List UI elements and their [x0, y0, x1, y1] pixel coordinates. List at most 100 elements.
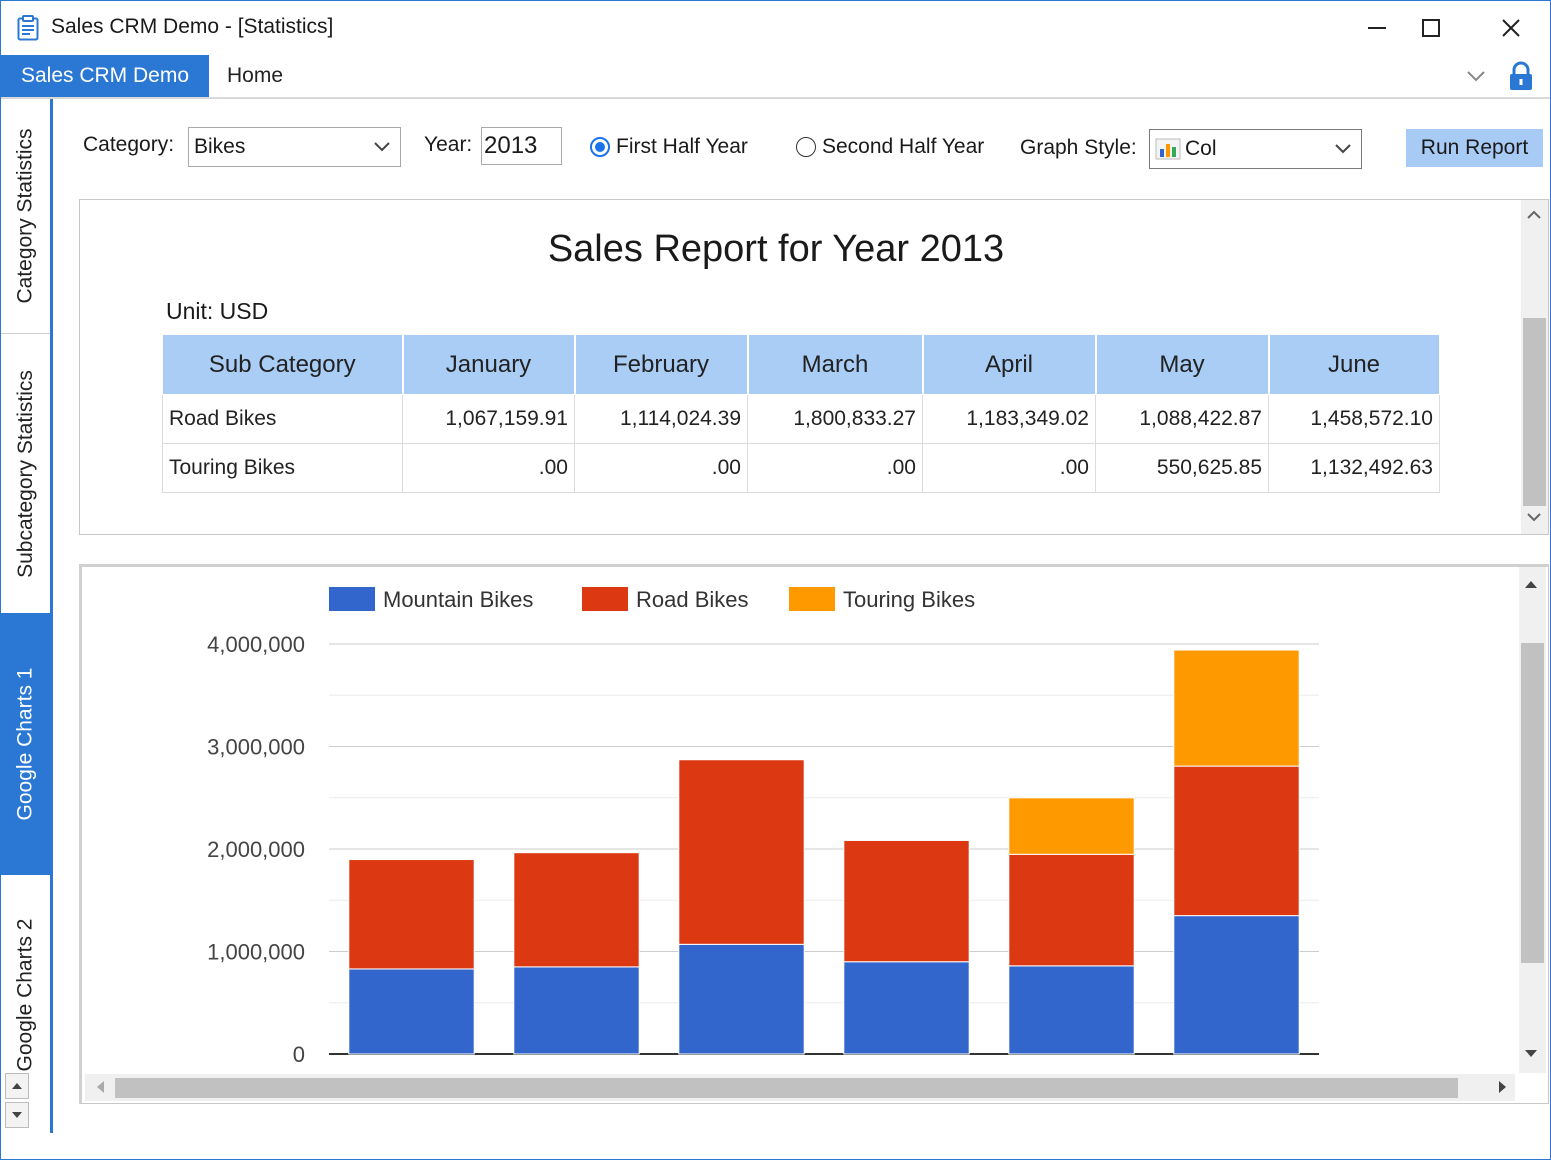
scroll-thumb[interactable]	[115, 1078, 1458, 1098]
table-cell: 550,625.85	[1095, 443, 1269, 493]
app-menu-tab[interactable]: Sales CRM Demo	[1, 55, 209, 97]
column-header: April	[922, 334, 1097, 395]
close-button[interactable]	[1471, 1, 1551, 55]
table-cell: .00	[402, 443, 575, 493]
tab-google-charts-1[interactable]: Google Charts 1	[1, 613, 50, 875]
bar-segment	[1173, 765, 1300, 917]
triangle-up-icon	[12, 1083, 22, 1089]
column-header: Sub Category	[162, 334, 404, 395]
maximize-icon	[1422, 19, 1440, 37]
table-cell: .00	[574, 443, 748, 493]
table-header-row: Sub Category January February March Apri…	[162, 334, 1441, 395]
tab-label: Category Statistics	[13, 128, 37, 304]
table-cell: .00	[922, 443, 1096, 493]
table-cell: 1,088,422.87	[1095, 394, 1269, 444]
tab-subcategory-statistics[interactable]: Subcategory Statistics	[1, 335, 50, 613]
legend-label: Touring Bikes	[843, 587, 975, 612]
second-half-radio[interactable]: Second Half Year	[796, 135, 984, 159]
radio-empty-icon	[796, 137, 816, 157]
bar-segment	[513, 966, 640, 1055]
triangle-right-icon[interactable]	[1498, 1080, 1508, 1094]
scroll-thumb[interactable]	[1521, 643, 1544, 963]
maximize-button[interactable]	[1391, 1, 1471, 55]
lock-icon[interactable]	[1507, 61, 1535, 91]
triangle-left-icon[interactable]	[95, 1080, 105, 1094]
row-label: Road Bikes	[162, 394, 403, 444]
year-label: Year:	[424, 133, 473, 156]
bar-segment	[513, 852, 640, 968]
window-title: Sales CRM Demo - [Statistics]	[51, 15, 334, 38]
unit-label: Unit: USD	[166, 298, 269, 324]
home-tab[interactable]: Home	[227, 64, 284, 87]
column-chart-icon	[1155, 138, 1181, 160]
bar-segment	[1008, 797, 1135, 855]
first-half-label: First Half Year	[616, 135, 748, 158]
graph-style-value: Col	[1185, 137, 1217, 160]
bar-segment	[1173, 649, 1300, 767]
table-cell: 1,132,492.63	[1268, 443, 1440, 493]
menu-bar: Sales CRM Demo Home	[1, 55, 1550, 99]
table-cell: 1,458,572.10	[1268, 394, 1440, 444]
table-row: Road Bikes 1,067,159.91 1,114,024.39 1,8…	[162, 394, 1440, 444]
triangle-down-icon	[12, 1112, 22, 1118]
year-input[interactable]: 2013	[481, 127, 562, 165]
triangle-down-icon[interactable]	[1524, 1049, 1538, 1059]
radio-selected-icon	[590, 137, 610, 157]
table-cell: 1,114,024.39	[574, 394, 748, 444]
run-report-button[interactable]: Run Report	[1406, 129, 1543, 167]
chevron-down-icon[interactable]	[1465, 65, 1487, 87]
table-cell: .00	[747, 443, 923, 493]
sales-table: Sub Category January February March Apri…	[162, 334, 1441, 493]
triangle-up-icon[interactable]	[1524, 579, 1538, 589]
chevron-down-icon[interactable]	[1526, 512, 1542, 522]
side-scroll-up[interactable]	[5, 1073, 29, 1099]
clipboard-icon	[17, 15, 39, 41]
bar-segment	[678, 759, 805, 945]
minimize-icon	[1368, 27, 1386, 29]
chart-panel: 0 1,000,000 2,000,000 3,000,000 4,000,000 Mou…	[79, 564, 1549, 1104]
chevron-up-icon[interactable]	[1526, 210, 1542, 220]
graph-style-select[interactable]: Col	[1149, 129, 1362, 169]
bar-segment	[843, 961, 970, 1055]
tab-category-statistics[interactable]: Category Statistics	[1, 99, 50, 334]
tab-google-charts-2[interactable]: Google Charts 2	[1, 875, 50, 1071]
legend-label: Road Bikes	[636, 587, 749, 612]
column-header: June	[1268, 334, 1441, 395]
category-select[interactable]: Bikes	[188, 127, 401, 167]
scroll-thumb[interactable]	[1523, 318, 1546, 506]
bar-segment	[1173, 915, 1300, 1055]
side-scroll-down[interactable]	[5, 1102, 29, 1128]
minimize-button[interactable]	[1337, 1, 1417, 55]
report-vertical-scrollbar[interactable]	[1521, 200, 1548, 534]
close-icon	[1502, 19, 1520, 37]
category-value: Bikes	[194, 135, 246, 158]
tab-label: Google Charts 2	[13, 918, 37, 1071]
table-row: Touring Bikes .00 .00 .00 .00 550,625.85…	[162, 443, 1440, 493]
bar-segment	[1008, 853, 1135, 967]
legend-swatch	[582, 587, 628, 611]
column-header: March	[747, 334, 924, 395]
report-title: Sales Report for Year 2013	[547, 228, 1005, 270]
bar-segment	[348, 968, 475, 1055]
chart-vertical-scrollbar[interactable]	[1519, 567, 1546, 1073]
column-header: May	[1095, 334, 1270, 395]
y-tick-label: 2,000,000	[207, 837, 305, 862]
y-tick-label: 4,000,000	[207, 632, 305, 657]
chevron-down-icon	[1335, 144, 1351, 154]
legend-swatch	[789, 587, 835, 611]
second-half-label: Second Half Year	[822, 135, 985, 158]
report-panel: Sales Report for Year 2013 Unit: USD Sub…	[79, 199, 1549, 535]
bar-segment	[348, 859, 475, 970]
chevron-down-icon	[374, 142, 390, 152]
bar-segment	[678, 943, 805, 1055]
row-label: Touring Bikes	[162, 443, 403, 493]
legend-label: Mountain Bikes	[383, 587, 533, 612]
y-tick-label: 0	[293, 1042, 305, 1067]
title-bar: Sales CRM Demo - [Statistics]	[1, 1, 1550, 55]
stacked-column-chart: 0 1,000,000 2,000,000 3,000,000 4,000,000 Mou…	[207, 587, 1319, 1067]
bar-segment	[1008, 965, 1135, 1055]
chart-horizontal-scrollbar[interactable]	[85, 1074, 1515, 1101]
first-half-radio[interactable]: First Half Year	[590, 135, 748, 159]
table-cell: 1,800,833.27	[747, 394, 923, 444]
